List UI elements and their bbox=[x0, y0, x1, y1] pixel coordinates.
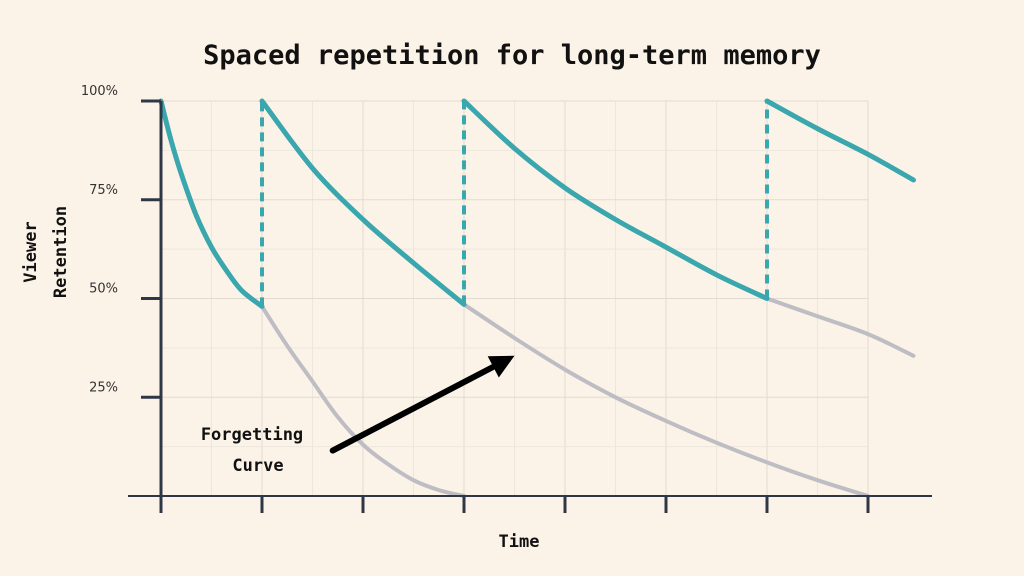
y-axis-title-line-1: Viewer bbox=[21, 221, 41, 282]
y-tick-label: 50% bbox=[89, 282, 118, 297]
retention-series bbox=[158, 98, 916, 309]
tick-labels: 100% 75% 50% 25% bbox=[81, 84, 118, 395]
retention-curve-segment-4 bbox=[764, 98, 916, 183]
y-tick-label: 25% bbox=[89, 380, 118, 395]
annotation-line-2: Curve bbox=[232, 456, 283, 476]
forgetting-curve-segment-3 bbox=[765, 296, 916, 358]
review-markers bbox=[260, 101, 769, 307]
y-tick-label: 75% bbox=[89, 183, 118, 198]
annotation-arrow-head bbox=[487, 355, 515, 378]
x-axis-title: Time bbox=[499, 532, 540, 552]
retention-curve-segment-3 bbox=[461, 98, 770, 301]
y-axis-title-line-2: Retention bbox=[51, 206, 71, 298]
annotation-arrow-shaft bbox=[329, 363, 497, 454]
axis-ticks bbox=[141, 99, 870, 513]
chart-title: Spaced repetition for long-term memory bbox=[203, 40, 821, 71]
forgetting-curve-segment-1 bbox=[260, 304, 466, 498]
retention-curve-segment-2 bbox=[259, 98, 467, 307]
forgetting-curve-annotation: Forgetting Curve bbox=[201, 355, 515, 476]
retention-curve-segment-1 bbox=[158, 98, 265, 309]
annotation-line-1: Forgetting bbox=[201, 425, 303, 445]
y-tick-label: 100% bbox=[81, 84, 118, 99]
forgetting-curve-segment-2 bbox=[462, 302, 870, 498]
y-axis-title: Viewer Retention bbox=[21, 206, 71, 298]
forgetting-curve-series bbox=[260, 296, 916, 498]
